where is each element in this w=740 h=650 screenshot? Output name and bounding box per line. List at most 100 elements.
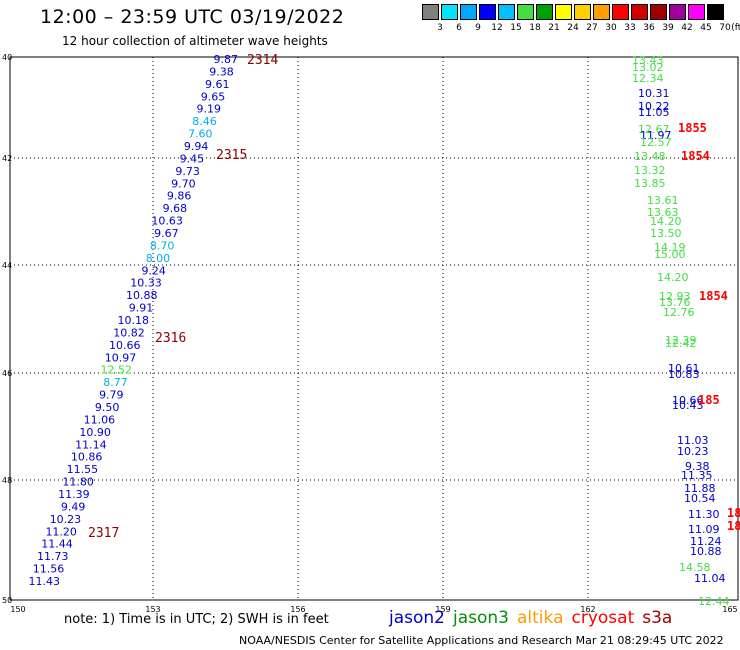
pass-time-label: 2317	[88, 526, 119, 541]
wave-height-value: 10.33	[130, 277, 162, 290]
color-swatch	[441, 4, 458, 20]
wave-height-value: 13.43	[632, 54, 664, 67]
color-scale-label: 70	[719, 23, 731, 33]
wave-height-value: 10.22	[638, 100, 670, 113]
color-scale-label: 27	[586, 23, 598, 33]
wave-height-value: 14.20	[657, 271, 689, 284]
wave-height-value: 10.82	[113, 326, 145, 339]
wave-height-value: 14.20	[650, 215, 682, 228]
color-swatch	[688, 4, 705, 20]
wave-height-value: 11.39	[58, 488, 90, 501]
wave-height-value: 13.48	[634, 150, 666, 163]
wave-height-value: 9.61	[205, 78, 230, 91]
color-scale-label: 15	[510, 23, 522, 33]
wave-height-value: 9.67	[154, 227, 179, 240]
legend-entry: jason3	[453, 608, 509, 628]
wave-height-value: 9.24	[141, 264, 166, 277]
color-swatch	[574, 4, 591, 20]
longitude-labels: 150 153 156 159 162 165	[10, 605, 737, 614]
wave-height-value: 9.45	[180, 152, 205, 165]
color-scale-label: 21	[548, 23, 560, 33]
wave-height-value: 9.73	[175, 165, 200, 178]
wave-height-value: 10.90	[79, 426, 111, 439]
color-scale-label: 30	[605, 23, 617, 33]
wave-height-value: 10.61	[668, 362, 700, 375]
wave-height-value: 7.60	[188, 128, 213, 141]
wave-height-value: 9.49	[61, 500, 86, 513]
pass-time-label: 1855	[678, 121, 707, 135]
latitude-label: 46	[2, 369, 12, 378]
wave-height-value: 8.70	[150, 239, 175, 252]
longitude-label: 156	[290, 605, 305, 614]
wave-height-value: 11.73	[37, 550, 69, 563]
latitude-label: 50	[2, 596, 12, 605]
pass-time-label: 1854	[681, 149, 710, 163]
wave-height-value: 10.18	[118, 314, 150, 327]
grid-lines	[10, 57, 738, 600]
map-title: 12:00 – 23:59 UTC 03/19/2022	[40, 6, 345, 28]
wave-height-value: 10.83	[668, 368, 700, 381]
longitude-label: 153	[145, 605, 160, 614]
longitude-label: 150	[10, 605, 25, 614]
color-scale-label: 24	[567, 23, 579, 33]
wave-height-value: 10.86	[71, 451, 103, 464]
color-scale-label: 42	[681, 23, 693, 33]
wave-height-value: 9.19	[197, 103, 222, 116]
pass-time-label: 185	[698, 393, 720, 407]
latitude-label: 42	[2, 154, 12, 163]
wave-height-value: 9.94	[184, 140, 209, 153]
wave-height-value: 11.43	[29, 575, 61, 588]
wave-height-value: 12.52	[101, 364, 133, 377]
wave-height-value: 13.76	[659, 296, 691, 309]
wave-height-value: 10.43	[672, 399, 704, 412]
color-scale-label: 9	[475, 23, 481, 33]
wave-height-value: 11.56	[33, 563, 65, 576]
color-swatch	[669, 4, 686, 20]
wave-height-value: 11.88	[684, 482, 716, 495]
wave-height-value: 11.30	[688, 508, 720, 521]
wave-height-value: 11.06	[84, 413, 116, 426]
wave-height-value: 14.19	[654, 241, 686, 254]
pass-time-label: 2315	[216, 148, 247, 163]
color-scale-label: 3	[437, 23, 443, 33]
wave-height-value: 13.61	[647, 194, 679, 207]
satellite-legend: jason2 jason3 altika cryosat s3a	[389, 608, 680, 628]
wave-height-value: 13.02	[632, 61, 664, 74]
color-swatch	[707, 4, 724, 20]
wave-height-value: 13.50	[650, 227, 682, 240]
color-scale-label: 6	[456, 23, 462, 33]
wave-height-value: 14.58	[679, 561, 711, 574]
wave-height-value: 12.44	[698, 595, 730, 608]
wave-height-value: 9.50	[95, 401, 120, 414]
latitude-label: 44	[2, 261, 12, 270]
left-track-values: 9.879.389.619.659.198.467.609.949.459.73…	[29, 53, 239, 588]
wave-height-value: 12.76	[663, 306, 695, 319]
color-swatch	[517, 4, 534, 20]
color-swatch	[498, 4, 515, 20]
wave-height-value: 9.65	[201, 90, 226, 103]
legend-entry: altika	[517, 608, 564, 628]
color-swatch	[460, 4, 477, 20]
color-swatch	[536, 4, 553, 20]
wave-height-value: 8.46	[192, 115, 217, 128]
wave-height-value: 9.87	[214, 53, 239, 66]
wave-height-value: 13.85	[634, 177, 666, 190]
wave-height-value: 13.63	[647, 206, 679, 219]
wave-height-value: 10.66	[672, 394, 704, 407]
pass-time-label: 18	[727, 506, 740, 520]
wave-height-value: 11.14	[75, 438, 107, 451]
wave-height-value: 11.35	[681, 469, 713, 482]
legend-entry: jason2	[389, 608, 445, 628]
wave-height-value: 11.03	[677, 434, 709, 447]
wave-height-value: 11.04	[694, 572, 726, 585]
wave-height-value: 9.68	[163, 202, 188, 215]
color-swatch	[631, 4, 648, 20]
wave-height-value: 11.09	[688, 523, 720, 536]
wave-height-value: 12.57	[640, 136, 672, 149]
pass-time-label: 2314	[247, 53, 278, 68]
color-swatch	[593, 4, 610, 20]
legend-entry: s3a	[642, 608, 673, 628]
longitude-label: 162	[580, 605, 595, 614]
